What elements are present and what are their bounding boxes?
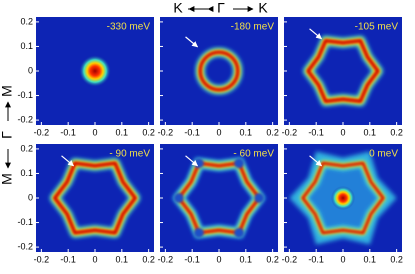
x-tick-label: 0.2 bbox=[142, 127, 155, 137]
x-tick-label: 0.1 bbox=[364, 127, 377, 137]
x-tick-label: 0 bbox=[216, 254, 221, 264]
side-center: Γ bbox=[0, 131, 15, 139]
x-tick-label: -0.1 bbox=[60, 127, 76, 137]
x-tick-label: 0.1 bbox=[364, 254, 377, 264]
x-tick-label: 0.2 bbox=[390, 254, 403, 264]
x-tick-label: -0.1 bbox=[60, 254, 76, 264]
x-tick-label: -0.1 bbox=[308, 127, 324, 137]
x-tick-label: 0.2 bbox=[266, 254, 279, 264]
spot bbox=[331, 186, 355, 210]
x-tick-label: 0 bbox=[340, 254, 345, 264]
arrow bbox=[309, 28, 323, 40]
x-tick-label: 0.1 bbox=[116, 254, 129, 264]
x-tick-label: 0.2 bbox=[266, 127, 279, 137]
x-tick-label: 0.1 bbox=[240, 127, 253, 137]
x-tick-label: 0 bbox=[216, 127, 221, 137]
side-bottom: M bbox=[0, 173, 15, 185]
intensity-band bbox=[307, 40, 379, 102]
energy-label: - 60 meV bbox=[233, 149, 274, 160]
y-tick-label: 0 bbox=[28, 192, 33, 202]
header-center: Γ bbox=[217, 0, 225, 16]
x-tick-label: 0.2 bbox=[390, 127, 403, 137]
x-tick-label: -0.2 bbox=[34, 254, 50, 264]
x-tick-label: -0.1 bbox=[184, 127, 200, 137]
energy-label: -330 meV bbox=[107, 22, 151, 33]
panel: -105 meV -0.2 -0.1 0 0.1 0.2 bbox=[282, 17, 403, 137]
header-left: K bbox=[173, 0, 183, 16]
heatmap bbox=[284, 17, 402, 125]
panel: - 60 meV -0.2 -0.1 0 0.1 0.2 bbox=[158, 144, 279, 264]
gap bbox=[234, 227, 245, 238]
side-top: M bbox=[0, 85, 15, 97]
x-tick-label: 0.1 bbox=[240, 254, 253, 264]
y-tick-label: -0.1 bbox=[17, 217, 33, 227]
x-tick-label: 0 bbox=[340, 127, 345, 137]
y-tick-label: -0.2 bbox=[17, 114, 33, 124]
panel: 0 meV -0.2 -0.1 0 0.1 0.2 bbox=[282, 144, 403, 264]
background bbox=[160, 17, 278, 125]
gap bbox=[193, 158, 204, 169]
y-tick-label: 0.2 bbox=[20, 16, 33, 26]
x-tick-label: -0.2 bbox=[282, 127, 298, 137]
energy-label: -105 meV bbox=[355, 22, 399, 33]
gap bbox=[173, 193, 184, 203]
panel: -180 meV -0.2 -0.1 0 0.1 0.2 bbox=[158, 17, 279, 137]
panel: -330 meV -0.2 -0.1 0 0.1 0.2 0.2 0.1 0 -0.1 -0.2 bbox=[17, 16, 154, 137]
y-tick-label: -0.1 bbox=[17, 90, 33, 100]
y-tick-label: 0 bbox=[28, 65, 33, 75]
y-tick-label: 0.1 bbox=[20, 41, 33, 51]
energy-label: - 90 meV bbox=[109, 149, 150, 160]
intensity-band bbox=[54, 162, 136, 234]
heatmap bbox=[160, 17, 278, 125]
gap bbox=[234, 158, 245, 169]
energy-label: 0 meV bbox=[369, 149, 398, 160]
header-right: K bbox=[258, 0, 268, 16]
x-tick-label: -0.2 bbox=[282, 254, 298, 264]
arrow bbox=[309, 155, 323, 167]
arrow bbox=[185, 155, 199, 167]
heatmap bbox=[284, 144, 402, 252]
intensity-band bbox=[199, 51, 239, 91]
x-tick-label: 0.2 bbox=[142, 254, 155, 264]
y-tick-label: -0.2 bbox=[17, 241, 33, 251]
x-tick-label: -0.2 bbox=[34, 127, 50, 137]
arrow bbox=[61, 155, 75, 167]
x-tick-label: 0.1 bbox=[116, 127, 129, 137]
energy-label: -180 meV bbox=[231, 22, 275, 33]
heatmap bbox=[36, 17, 154, 125]
x-tick-label: 0 bbox=[92, 127, 97, 137]
y-tick-label: 0.1 bbox=[20, 168, 33, 178]
heatmap bbox=[36, 144, 154, 252]
side-label: M Γ M bbox=[0, 85, 15, 185]
intensity-band bbox=[302, 162, 384, 234]
gap bbox=[193, 227, 204, 238]
x-tick-label: -0.2 bbox=[158, 127, 174, 137]
panel: - 90 meV -0.2 -0.1 0 0.1 0.2 0.2 0.1 0 -0.1 -0.2 bbox=[17, 143, 154, 264]
x-tick-label: -0.2 bbox=[158, 254, 174, 264]
x-tick-label: -0.1 bbox=[308, 254, 324, 264]
y-tick-label: 0.2 bbox=[20, 143, 33, 153]
background bbox=[284, 17, 402, 125]
gap bbox=[254, 193, 265, 203]
x-tick-label: 0 bbox=[92, 254, 97, 264]
heatmap bbox=[160, 144, 278, 252]
spot bbox=[79, 55, 111, 87]
x-tick-label: -0.1 bbox=[184, 254, 200, 264]
arrow bbox=[185, 36, 199, 48]
